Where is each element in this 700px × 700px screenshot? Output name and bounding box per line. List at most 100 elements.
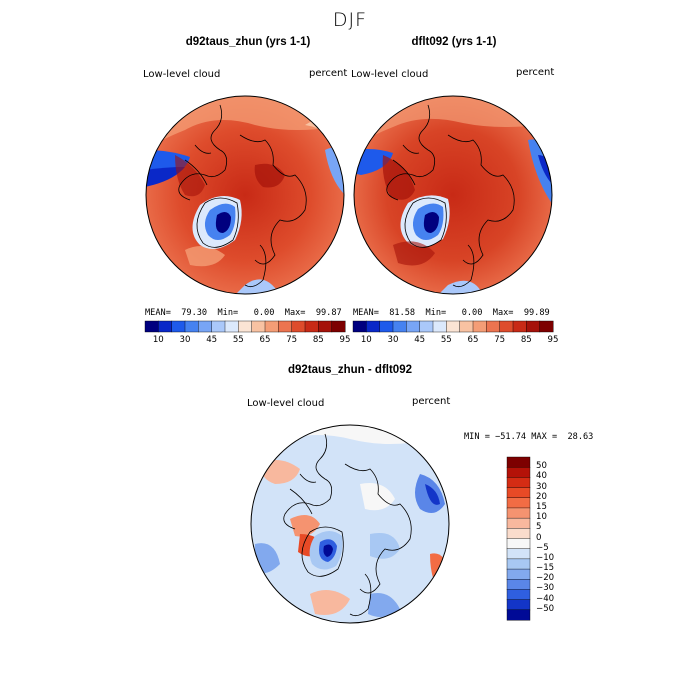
- panel-1-colorbar-swatch-1: [158, 320, 173, 333]
- diff-blue-ne-core: [425, 484, 440, 505]
- panel-2-colorbar: [352, 320, 554, 333]
- diff-colorbar-tick-label: 30: [536, 481, 547, 492]
- panel-1-colorbar-swatch-0: [144, 320, 159, 333]
- panel-2-colorbar-tick-label: 45: [414, 335, 426, 345]
- panel-1-blue-west-core: [146, 167, 185, 187]
- panel-1-map: [145, 95, 345, 295]
- panel-2-mean: 81.58: [389, 308, 416, 318]
- diff-colorbar-swatch-12: [506, 579, 531, 590]
- panel-2-colorbar-swatch-13: [526, 320, 541, 333]
- panel-1-coastline-1: [178, 104, 228, 201]
- panel-1-field-label: Low-level cloud: [143, 69, 221, 80]
- diff-greenland-core: [323, 544, 333, 557]
- panel-1-colorbar-swatch-11: [291, 320, 306, 333]
- panel-1-max-label: Max=: [284, 308, 306, 318]
- diff-colorbar-tick-label: 40: [536, 471, 547, 482]
- diff-colorbar-swatch-4: [506, 497, 531, 509]
- diff-coastline-1: [283, 433, 333, 530]
- diff-colorbar-tick-label: 15: [536, 501, 547, 512]
- diff-blue-south: [368, 593, 400, 618]
- diff-colorbar-tick-label: −20: [536, 573, 555, 584]
- diff-colorbar-tick-label: 5: [536, 522, 542, 533]
- diff-coastline-4: [289, 473, 317, 515]
- panel-1-greenland-core: [215, 211, 231, 233]
- diff-panel-title: d92taus_zhun - dflt092: [288, 364, 412, 376]
- panel-1-colorbar-swatch-7: [238, 320, 253, 333]
- panel-2-max: 99.89: [523, 308, 550, 318]
- diff-colorbar-tick-label: −5: [536, 542, 549, 553]
- diff-colorbar-swatch-3: [506, 487, 531, 499]
- panel-1-colorbar-swatch-9: [264, 320, 279, 333]
- panel-2-greenland-core: [423, 211, 439, 233]
- panel-2-stats: MEAN= 81.58 Min= 0.00 Max= 99.89: [353, 308, 550, 318]
- panel-2-colorbar-swatch-3: [392, 320, 407, 333]
- panel-2-colorbar-tick-label: 65: [467, 335, 479, 345]
- panel-2-units-label: percent: [516, 67, 555, 78]
- diff-colorbar-swatch-8: [506, 538, 531, 550]
- panel-1-colorbar-tick-label: 95: [339, 335, 351, 345]
- season-title: DJF: [332, 9, 368, 31]
- panel-2-colorbar-tick-label: 75: [494, 335, 506, 345]
- panel-2-mean-label: MEAN=: [353, 308, 379, 318]
- panel-2-title: dflt092 (yrs 1-1): [411, 36, 497, 48]
- diff-colorbar-swatch-10: [506, 558, 531, 570]
- panel-1-min: 0.00: [253, 308, 275, 318]
- panel-2-colorbar-swatch-11: [499, 320, 514, 333]
- panel-2-dark-patch: [382, 155, 415, 200]
- diff-warm-east: [430, 553, 449, 599]
- panel-1-mean: 79.30: [181, 308, 208, 318]
- panel-1-colorbar-tick-label: 75: [286, 335, 298, 345]
- panel-2-colorbar-swatch-0: [352, 320, 367, 333]
- diff-panel-field-label: Low-level cloud: [247, 398, 325, 409]
- panel-1-colorbar-ticks: 10 30 45 55 65 75 85 95: [145, 335, 351, 347]
- panel-1-colorbar-swatch-8: [251, 320, 266, 333]
- panel-1-colorbar-swatch-14: [331, 320, 346, 333]
- diff-colorbar: [506, 456, 531, 621]
- panel-1-min-label: Min=: [217, 308, 239, 318]
- diff-coastline-3: [349, 573, 372, 617]
- diff-colorbar-tick-label: 50: [536, 461, 547, 472]
- diff-panel-minmax: MIN = −51.74 MAX = 28.63: [464, 432, 594, 442]
- panel-2-colorbar-swatch-14: [539, 320, 554, 333]
- panel-2-colorbar-swatch-7: [446, 320, 461, 333]
- diff-coastline-2: [344, 463, 412, 594]
- panel-1-colorbar-tick-label: 45: [206, 335, 218, 345]
- diff-warm-west: [290, 515, 320, 537]
- panel-2-colorbar-ticks: 10 30 45 55 65 75 85 95: [353, 335, 559, 347]
- panel-1-coastline-4: [184, 144, 212, 186]
- panel-2-colorbar-swatch-10: [486, 320, 501, 333]
- diff-colorbar-tick-label: 10: [536, 512, 547, 523]
- panel-1-colorbar-tick-label: 30: [179, 335, 191, 345]
- diff-blue-center: [370, 533, 400, 559]
- panel-2-max-label: Max=: [492, 308, 514, 318]
- diff-colorbar-swatch-14: [506, 599, 531, 611]
- diff-map-border: [250, 424, 450, 624]
- panel-1-colorbar-swatch-6: [224, 320, 239, 333]
- panel-2-map-border: [353, 95, 553, 295]
- diff-panel-map: [250, 424, 450, 624]
- diff-colorbar-swatch-11: [506, 568, 531, 580]
- diff-colorbar-tick-label: 0: [536, 532, 542, 543]
- panel-2-field-label: Low-level cloud: [351, 69, 429, 80]
- panel-2-colorbar-tick-label: 85: [520, 335, 532, 345]
- diff-colorbar-tick-label: −15: [536, 563, 555, 574]
- panel-1-colorbar-swatch-12: [304, 320, 319, 333]
- panel-2-map: [353, 95, 553, 295]
- diff-colorbar-swatch-0: [506, 456, 531, 468]
- panel-1-patch-sw: [185, 246, 225, 267]
- diff-warm-south: [310, 590, 350, 615]
- panel-2-coastline-4: [392, 144, 420, 186]
- diff-colorbar-tick-label: 20: [536, 491, 547, 502]
- panel-2-colorbar-swatch-2: [379, 320, 394, 333]
- diff-colorbar-ticks: 50 40 30 20 15 10 5 0 −5 −10 −15 −20 −30 −40 −50: [536, 457, 576, 621]
- panel-2-blue-south: [438, 280, 483, 294]
- panel-1-coastline-3: [244, 244, 267, 288]
- diff-colorbar-tick-label: −40: [536, 593, 555, 604]
- panel-1-stats: MEAN= 79.30 Min= 0.00 Max= 99.87: [145, 308, 342, 318]
- diff-colorbar-swatch-5: [506, 507, 531, 519]
- diff-coastline-greenland: [301, 526, 344, 577]
- diff-field-bg: [251, 425, 449, 623]
- panel-1-colorbar-swatch-4: [198, 320, 213, 333]
- panel-2-colorbar-swatch-1: [366, 320, 381, 333]
- diff-colorbar-swatch-13: [506, 589, 531, 601]
